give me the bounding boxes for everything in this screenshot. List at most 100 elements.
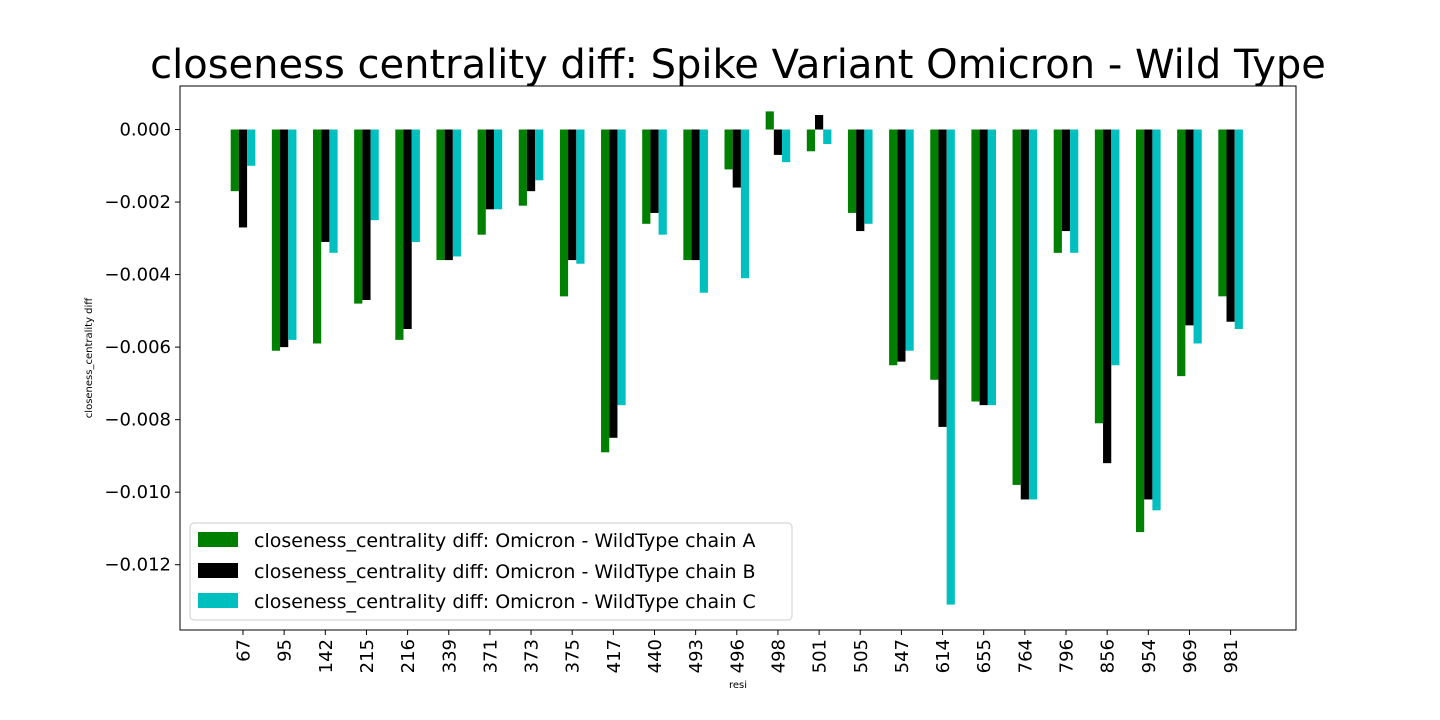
x-tick-label: 856 bbox=[1098, 639, 1119, 673]
bar-chain-c-496 bbox=[740, 129, 750, 279]
bar-chain-c-142 bbox=[329, 129, 338, 253]
legend-label-chain-a: closeness_centrality diff: Omicron - Wil… bbox=[254, 530, 756, 552]
bar-chain-c-796 bbox=[1070, 129, 1079, 253]
bar-chain-b-417 bbox=[609, 129, 618, 438]
bar-chain-c-371 bbox=[494, 129, 503, 210]
bar-chain-a-954 bbox=[1136, 129, 1145, 533]
bar-chain-b-67 bbox=[238, 129, 248, 228]
x-tick-label: 493 bbox=[686, 639, 707, 673]
plot-area bbox=[230, 111, 1243, 605]
bar-chain-c-95 bbox=[288, 129, 297, 340]
y-tick-label: 0.000 bbox=[119, 120, 171, 141]
bar-chain-b-215 bbox=[362, 129, 371, 300]
x-tick-label: 501 bbox=[810, 639, 831, 673]
bar-chain-a-142 bbox=[313, 129, 322, 344]
bar-chain-a-493 bbox=[683, 129, 692, 261]
bar-chain-a-969 bbox=[1177, 129, 1186, 377]
bar-chain-b-142 bbox=[321, 129, 330, 242]
x-tick-label: 496 bbox=[727, 639, 748, 673]
bar-chain-a-417 bbox=[601, 129, 610, 453]
y-tick-label: −0.012 bbox=[104, 555, 171, 576]
bar-chain-c-493 bbox=[699, 129, 708, 293]
bar-chain-a-547 bbox=[889, 129, 898, 366]
bar-chain-a-655 bbox=[971, 129, 980, 402]
bar-chain-b-655 bbox=[979, 129, 988, 406]
x-tick-label: 981 bbox=[1221, 639, 1242, 673]
legend-label-chain-c: closeness_centrality diff: Omicron - Wil… bbox=[254, 591, 756, 613]
bar-chain-a-375 bbox=[559, 129, 569, 297]
x-tick-label: 371 bbox=[480, 639, 501, 673]
bar-chain-b-496 bbox=[732, 129, 741, 188]
bar-chain-a-856 bbox=[1094, 129, 1104, 424]
bar-chain-c-67 bbox=[247, 129, 256, 166]
bar-chain-b-373 bbox=[526, 129, 536, 192]
bar-chain-a-981 bbox=[1218, 129, 1227, 297]
bar-chain-a-614 bbox=[930, 129, 939, 380]
y-axis-label: closeness_centrality diff bbox=[84, 297, 95, 419]
x-tick-label: 547 bbox=[892, 639, 913, 673]
legend-frame bbox=[189, 522, 793, 621]
bar-chain-c-498 bbox=[782, 129, 791, 163]
y-tick-label: −0.008 bbox=[104, 410, 171, 431]
x-tick-label: 655 bbox=[974, 639, 995, 673]
x-tick-label: 954 bbox=[1139, 639, 1160, 673]
bar-chain-b-440 bbox=[650, 129, 659, 213]
bar-chain-a-216 bbox=[395, 129, 404, 340]
x-tick-label: 614 bbox=[933, 639, 954, 673]
x-tick-label: 505 bbox=[851, 639, 872, 673]
bar-chain-b-95 bbox=[280, 129, 289, 348]
bar-chain-b-764 bbox=[1020, 129, 1029, 500]
x-tick-label: 440 bbox=[645, 639, 666, 673]
bar-chain-c-373 bbox=[535, 129, 544, 181]
legend-swatch-chain-c bbox=[198, 593, 238, 608]
bar-chain-b-216 bbox=[403, 129, 412, 329]
bar-chain-c-655 bbox=[987, 129, 996, 406]
bar-chain-c-505 bbox=[864, 129, 873, 224]
bar-chain-b-856 bbox=[1103, 129, 1112, 464]
x-tick-label: 498 bbox=[768, 639, 789, 673]
bar-chain-c-215 bbox=[370, 129, 379, 221]
bar-chain-a-440 bbox=[642, 129, 651, 224]
bar-chain-b-505 bbox=[856, 129, 865, 232]
chart-title: closeness centrality diff: Spike Variant… bbox=[150, 42, 1326, 88]
bar-chain-a-339 bbox=[436, 129, 445, 261]
bar-chain-c-981 bbox=[1234, 129, 1243, 329]
bar-chain-b-498 bbox=[773, 129, 783, 155]
x-tick-label: 215 bbox=[357, 639, 378, 673]
x-tick-label: 764 bbox=[1015, 639, 1036, 673]
x-tick-label: 969 bbox=[1180, 639, 1201, 673]
x-axis: 67 95 142 215 216 339 371 373 375 417 440 493 496 498… bbox=[234, 630, 1242, 673]
bar-chain-a-496 bbox=[724, 129, 733, 170]
bar-chain-c-614 bbox=[946, 129, 955, 605]
bar-chain-b-614 bbox=[938, 129, 947, 427]
bar-chain-b-493 bbox=[691, 129, 700, 261]
bar-chain-a-371 bbox=[477, 129, 486, 235]
x-tick-label: 373 bbox=[522, 639, 543, 673]
x-tick-label: 67 bbox=[234, 639, 255, 662]
bar-chain-b-981 bbox=[1226, 129, 1235, 322]
bar-chain-a-796 bbox=[1053, 129, 1062, 253]
x-axis-label: resi bbox=[729, 680, 747, 691]
bar-chain-c-954 bbox=[1152, 129, 1161, 511]
bar-chain-a-505 bbox=[847, 129, 857, 213]
bar-chain-a-764 bbox=[1012, 129, 1021, 485]
legend-swatch-chain-a bbox=[198, 532, 238, 547]
legend-label-chain-b: closeness_centrality diff: Omicron - Wil… bbox=[254, 561, 756, 583]
axes-frame bbox=[179, 85, 1297, 631]
y-axis: 0.000 −0.002 −0.004 −0.006 −0.008 −0.010 −0.01… bbox=[104, 120, 180, 576]
bar-chain-c-417 bbox=[617, 129, 626, 406]
x-tick-label: 142 bbox=[316, 639, 337, 673]
bar-chain-a-67 bbox=[230, 129, 239, 192]
y-tick-label: −0.010 bbox=[104, 482, 171, 503]
x-tick-label: 216 bbox=[398, 639, 419, 673]
bar-chain-b-501 bbox=[815, 115, 824, 130]
bar-chain-c-375 bbox=[576, 129, 585, 264]
bar-chain-a-215 bbox=[354, 129, 363, 304]
x-tick-label: 417 bbox=[604, 639, 625, 673]
legend: closeness_centrality diff: Omicron - Wil… bbox=[189, 522, 793, 621]
bar-chain-c-856 bbox=[1111, 129, 1120, 366]
y-tick-label: −0.004 bbox=[104, 265, 171, 286]
bar-chain-a-498 bbox=[765, 111, 774, 130]
legend-swatch-chain-b bbox=[198, 563, 238, 578]
